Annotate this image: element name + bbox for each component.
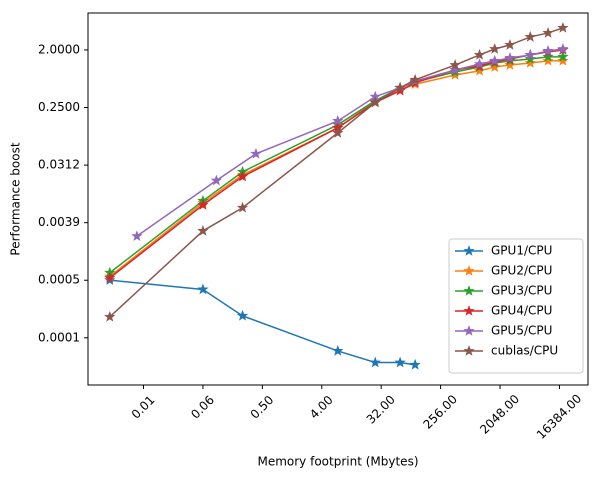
x-axis-label: Memory footprint (Mbytes) — [257, 455, 418, 469]
point-marker — [542, 27, 554, 38]
y-tick-label: 2.0000 — [38, 42, 80, 56]
point-marker — [394, 81, 406, 93]
point-marker — [557, 21, 569, 33]
point-marker — [557, 50, 569, 62]
point-marker — [197, 283, 209, 295]
legend-marker — [463, 345, 475, 356]
point-marker — [557, 43, 569, 54]
point-marker — [369, 96, 381, 108]
legend-label: GPU2/CPU — [491, 264, 552, 278]
legend-marker — [463, 305, 475, 316]
legend-label: GPU1/CPU — [491, 244, 552, 258]
point-marker — [250, 147, 262, 159]
legend-label: GPU5/CPU — [491, 324, 552, 338]
point-marker — [557, 54, 569, 66]
point-marker — [332, 126, 344, 138]
point-marker — [104, 272, 116, 283]
point-marker — [394, 356, 406, 368]
x-tick-label: 0.01 — [129, 393, 158, 422]
point-marker — [524, 49, 536, 60]
y-tick-label: 0.0005 — [38, 273, 80, 287]
point-marker — [197, 224, 209, 236]
x-tick-label: 256.00 — [420, 392, 460, 432]
x-tick-label: 16384.00 — [534, 391, 584, 441]
point-marker — [489, 54, 501, 66]
point-marker — [524, 31, 536, 42]
legend-marker — [463, 285, 475, 296]
point-marker — [542, 45, 554, 56]
series-line — [109, 60, 563, 278]
point-marker — [369, 356, 381, 368]
point-marker — [409, 358, 421, 370]
point-marker — [542, 54, 554, 66]
point-marker — [504, 51, 516, 63]
y-axis-label: Performance boost — [9, 142, 23, 255]
legend-marker — [463, 265, 475, 276]
point-marker — [524, 53, 536, 64]
y-tick-label: 0.0001 — [38, 330, 80, 344]
point-marker — [504, 38, 516, 50]
legend-label: GPU3/CPU — [491, 284, 552, 298]
point-marker — [473, 49, 486, 60]
x-tick-label: 0.50 — [248, 393, 277, 422]
point-marker — [332, 115, 344, 126]
y-tick-label: 0.2500 — [38, 100, 80, 114]
legend-marker — [463, 325, 475, 336]
point-marker — [104, 310, 116, 322]
point-marker — [131, 230, 143, 241]
legend-box — [448, 238, 584, 374]
point-marker — [489, 43, 501, 54]
legend-label: GPU4/CPU — [491, 304, 552, 318]
point-marker — [449, 59, 461, 70]
point-marker — [332, 345, 344, 356]
x-tick-label: 0.06 — [188, 393, 217, 422]
legend-label: cublas/CPU — [491, 344, 558, 358]
x-tick-label: 4.00 — [307, 393, 336, 422]
point-marker — [524, 57, 536, 68]
point-marker — [236, 170, 249, 182]
y-tick-label: 0.0312 — [38, 158, 80, 172]
y-tick-label: 0.0039 — [38, 215, 80, 229]
point-marker — [236, 201, 249, 213]
point-marker — [210, 174, 223, 186]
point-marker — [473, 64, 486, 76]
point-marker — [473, 58, 486, 69]
series-line — [136, 48, 564, 237]
legend-marker — [463, 245, 475, 256]
point-marker — [197, 199, 209, 210]
point-marker — [409, 73, 421, 85]
x-tick-label: 2048.00 — [477, 392, 522, 437]
x-tick-label: 32.00 — [364, 392, 398, 426]
series-line — [109, 27, 564, 318]
point-marker — [489, 61, 501, 72]
point-marker — [236, 309, 249, 321]
point-marker — [449, 64, 461, 75]
